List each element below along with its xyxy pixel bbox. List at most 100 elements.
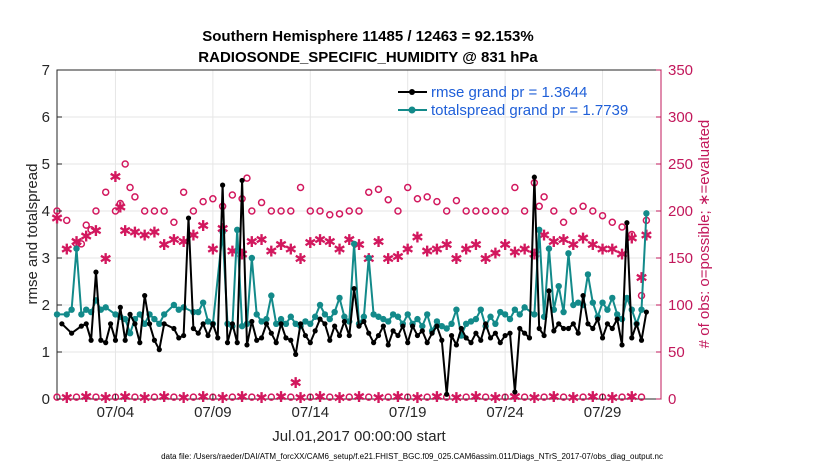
- totalspread-point: [477, 306, 484, 313]
- evaluated-count-marker: ✱: [138, 389, 151, 407]
- possible-count-marker: [209, 195, 217, 203]
- totalspread-point: [394, 313, 402, 320]
- totalspread-point: [102, 304, 109, 311]
- legend: rmse grand pr = 1.3644 totalspread grand…: [398, 84, 628, 119]
- possible-count-marker: [540, 393, 548, 401]
- totalspread-point: [423, 311, 431, 318]
- possible-count-marker: [116, 199, 125, 208]
- evaluated-count-marker: ✱: [440, 236, 453, 254]
- totalspread-point: [511, 306, 519, 313]
- x-tick-label: 07/29: [584, 404, 622, 421]
- evaluated-count-marker: ✱: [460, 241, 473, 259]
- y-axis-left: 0 1 2 3 4 5 6 7: [42, 62, 62, 408]
- rmse-point: [556, 321, 562, 327]
- totalspread-point: [545, 245, 553, 252]
- possible-count-marker: [535, 202, 543, 211]
- possible-count-marker: [364, 188, 373, 196]
- rmse-point: [307, 340, 313, 346]
- rmse-point: [634, 321, 640, 327]
- evaluated-count-marker: ✱: [489, 389, 502, 407]
- rmse-point: [458, 325, 464, 332]
- rmse-point: [624, 220, 630, 226]
- totalspread-point: [238, 322, 246, 330]
- rmse-point: [419, 328, 425, 334]
- totalspread-point: [136, 311, 144, 318]
- y-right-tick-label: 350: [668, 62, 693, 79]
- rmse-point: [497, 340, 503, 346]
- possible-count-marker: [287, 393, 295, 401]
- possible-count-marker: [403, 183, 412, 192]
- totalspread-point: [487, 313, 494, 320]
- totalspread-point: [126, 330, 134, 337]
- totalspread-point: [385, 318, 392, 325]
- totalspread-point: [234, 226, 241, 233]
- possible-count-marker: [520, 207, 529, 215]
- possible-count-marker: [131, 393, 139, 401]
- rmse-point: [575, 330, 581, 336]
- possible-count-marker: [491, 207, 500, 215]
- rmse-point: [220, 182, 226, 188]
- rmse-point: [375, 332, 382, 339]
- possible-count-marker: [394, 207, 402, 215]
- y-left-tick-label: 7: [42, 62, 50, 79]
- evaluated-count-marker: ✱: [372, 233, 385, 251]
- rmse-point: [439, 337, 445, 343]
- rmse-point: [405, 340, 411, 346]
- y-right-tick-label: 50: [668, 344, 685, 361]
- chart-title-line2: RADIOSONDE_SPECIFIC_HUMIDITY @ 831 hPa: [198, 49, 538, 66]
- evaluated-count-marker: ✱: [80, 227, 93, 245]
- rmse-point: [638, 337, 645, 343]
- rmse-point: [278, 321, 284, 327]
- possible-count-marker: [62, 216, 71, 225]
- possible-count-marker: [326, 393, 334, 401]
- possible-count-marker: [126, 183, 134, 192]
- possible-count-marker: [140, 207, 149, 215]
- rmse-point: [546, 288, 552, 294]
- possible-count-marker: [287, 207, 295, 215]
- evaluated-count-marker: ✱: [60, 241, 73, 259]
- evaluated-count-marker: ✱: [587, 388, 600, 406]
- evaluated-count-marker: ✱: [80, 388, 93, 406]
- rmse-point: [371, 340, 377, 346]
- rmse-point: [361, 318, 367, 325]
- rmse-point: [614, 316, 620, 322]
- rmse-point: [190, 325, 196, 332]
- evaluated-count-marker: ✱: [470, 388, 483, 406]
- possible-count-marker: [189, 207, 198, 215]
- y-axis-right: 0 50 100 150 200 250 300 350: [656, 62, 693, 408]
- y-left-tick-label: 0: [42, 391, 50, 408]
- rmse-point: [395, 332, 401, 339]
- evaluated-count-marker: ✱: [509, 243, 522, 261]
- possible-count-marker: [160, 207, 168, 215]
- rmse-point: [453, 342, 460, 348]
- totalspread-point: [195, 308, 202, 316]
- rmse-point: [400, 323, 406, 329]
- evaluated-count-marker: ✱: [236, 388, 249, 406]
- totalspread-point: [73, 245, 80, 252]
- possible-count-marker: [628, 230, 636, 239]
- rmse-point: [609, 325, 615, 332]
- evaluated-count-marker: ✱: [557, 231, 570, 249]
- rmse-point: [127, 311, 133, 317]
- y-right-tick-label: 0: [668, 391, 676, 408]
- possible-count-marker: [345, 393, 354, 401]
- rmse-point: [580, 293, 586, 299]
- totalspread-point: [643, 210, 650, 217]
- evaluated-count-marker: ✱: [168, 231, 181, 249]
- possible-count-marker: [452, 196, 461, 205]
- possible-count-marker: [637, 393, 646, 401]
- evaluated-count-marker: ✱: [216, 389, 229, 407]
- possible-count-marker: [53, 393, 61, 401]
- evaluated-count-marker: ✱: [323, 233, 336, 251]
- rmse-point: [112, 337, 119, 343]
- totalspread-point: [341, 313, 348, 320]
- rmse-point: [565, 325, 572, 332]
- y-right-tick-label: 250: [668, 156, 693, 173]
- totalspread-point: [336, 294, 343, 302]
- rmse-point: [322, 321, 328, 327]
- evaluated-count-marker: ✱: [197, 217, 210, 235]
- rmse-point: [117, 304, 123, 310]
- y-left-tick-label: 6: [42, 109, 50, 126]
- possible-count-marker: [92, 207, 100, 215]
- possible-count-marker: [228, 393, 237, 401]
